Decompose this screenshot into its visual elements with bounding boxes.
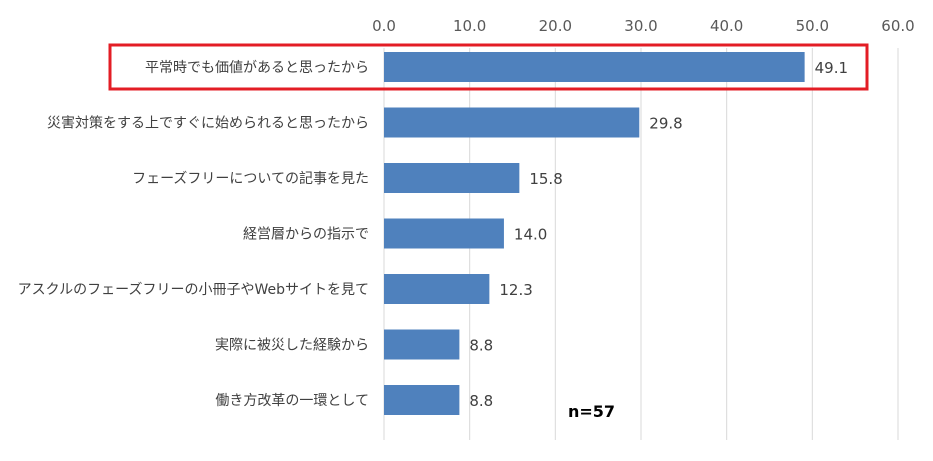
data-label: 15.8 bbox=[529, 170, 562, 188]
x-tick-label: 40.0 bbox=[710, 17, 743, 35]
category-label: 平常時でも価値があると思ったから bbox=[145, 60, 369, 76]
bar bbox=[384, 107, 640, 138]
x-tick-label: 10.0 bbox=[453, 17, 486, 35]
x-tick-label: 20.0 bbox=[539, 17, 572, 35]
category-label: アスクルのフェーズフリーの小冊子やWebサイトを見て bbox=[18, 282, 369, 298]
highlight-box bbox=[108, 43, 869, 91]
sample-size-note: n=57 bbox=[568, 402, 615, 421]
x-tick-label: 0.0 bbox=[372, 17, 396, 35]
data-labels: 49.1 29.8 15.8 14.0 12.3 8.8 8.8 bbox=[469, 59, 848, 410]
category-label: 働き方改革の一環として bbox=[215, 393, 369, 409]
data-label: 49.1 bbox=[815, 59, 848, 77]
x-tick-label: 50.0 bbox=[796, 17, 829, 35]
bars bbox=[384, 52, 805, 415]
bar bbox=[384, 329, 460, 360]
data-label: 8.8 bbox=[469, 337, 493, 355]
bar bbox=[384, 274, 490, 304]
bar bbox=[384, 163, 520, 193]
x-axis-ticks: 0.0 10.0 20.0 30.0 40.0 50.0 60.0 bbox=[372, 17, 915, 35]
category-label: 災害対策をする上ですぐに始められると思ったから bbox=[47, 115, 369, 132]
category-label: 実際に被災した経験から bbox=[215, 338, 369, 354]
category-label: 経営層からの指示で bbox=[243, 227, 369, 243]
x-tick-label: 60.0 bbox=[881, 17, 914, 35]
data-label: 8.8 bbox=[469, 392, 493, 410]
bar bbox=[384, 385, 460, 415]
bar bbox=[384, 52, 805, 82]
data-label: 29.8 bbox=[649, 115, 682, 133]
data-label: 14.0 bbox=[514, 226, 547, 244]
category-label: フェーズフリーについての記事を見た bbox=[132, 170, 369, 187]
bar bbox=[384, 218, 504, 249]
x-tick-label: 30.0 bbox=[624, 17, 657, 35]
data-label: 12.3 bbox=[499, 281, 532, 299]
category-labels: 平常時でも価値があると思ったから災害対策をする上ですぐに始められると思ったからフ… bbox=[18, 60, 369, 409]
